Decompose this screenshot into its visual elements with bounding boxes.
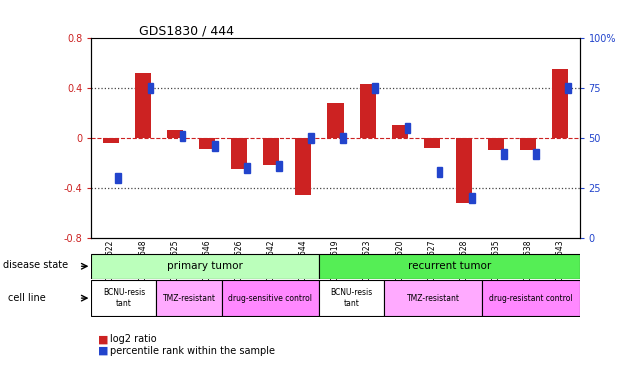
- Bar: [244, 163, 249, 173]
- Text: TMZ-resistant: TMZ-resistant: [406, 294, 460, 303]
- Bar: [103, 138, 118, 143]
- Bar: [424, 138, 440, 148]
- Bar: [308, 133, 314, 143]
- Bar: [533, 149, 539, 159]
- Text: log2 ratio: log2 ratio: [110, 334, 157, 344]
- Bar: [263, 138, 279, 165]
- Bar: [392, 125, 408, 138]
- Bar: [147, 82, 153, 93]
- FancyBboxPatch shape: [384, 280, 482, 316]
- Bar: [456, 138, 472, 203]
- Bar: [115, 173, 121, 183]
- Bar: [295, 138, 311, 195]
- Text: ■: ■: [98, 334, 108, 344]
- Text: ■: ■: [98, 346, 108, 355]
- Text: drug-sensitive control: drug-sensitive control: [228, 294, 312, 303]
- Text: recurrent tumor: recurrent tumor: [408, 261, 491, 271]
- Text: GDS1830 / 444: GDS1830 / 444: [139, 24, 234, 38]
- Bar: [469, 193, 474, 203]
- FancyBboxPatch shape: [482, 280, 580, 316]
- Bar: [231, 138, 247, 169]
- Bar: [199, 138, 215, 149]
- Bar: [501, 149, 507, 159]
- Text: BCNU-resis
tant: BCNU-resis tant: [331, 288, 373, 308]
- FancyBboxPatch shape: [91, 280, 156, 316]
- Bar: [372, 82, 378, 93]
- Bar: [135, 73, 151, 138]
- FancyBboxPatch shape: [319, 254, 580, 279]
- Bar: [167, 130, 183, 138]
- FancyBboxPatch shape: [91, 254, 319, 279]
- Bar: [340, 133, 346, 143]
- Bar: [212, 141, 217, 151]
- Bar: [360, 84, 375, 138]
- Bar: [180, 131, 185, 141]
- Text: percentile rank within the sample: percentile rank within the sample: [110, 346, 275, 355]
- Text: drug-resistant control: drug-resistant control: [489, 294, 573, 303]
- FancyBboxPatch shape: [156, 280, 222, 316]
- Text: disease state: disease state: [3, 261, 68, 270]
- Bar: [276, 161, 282, 171]
- Text: cell line: cell line: [8, 293, 45, 303]
- Text: TMZ-resistant: TMZ-resistant: [163, 294, 215, 303]
- Text: primary tumor: primary tumor: [168, 261, 243, 271]
- FancyBboxPatch shape: [319, 280, 384, 316]
- FancyBboxPatch shape: [222, 280, 319, 316]
- Bar: [553, 69, 568, 138]
- Bar: [328, 103, 343, 138]
- Bar: [488, 138, 504, 150]
- Text: BCNU-resis
tant: BCNU-resis tant: [103, 288, 145, 308]
- Bar: [565, 82, 571, 93]
- Bar: [520, 138, 536, 150]
- Bar: [437, 167, 442, 177]
- Bar: [404, 123, 410, 133]
